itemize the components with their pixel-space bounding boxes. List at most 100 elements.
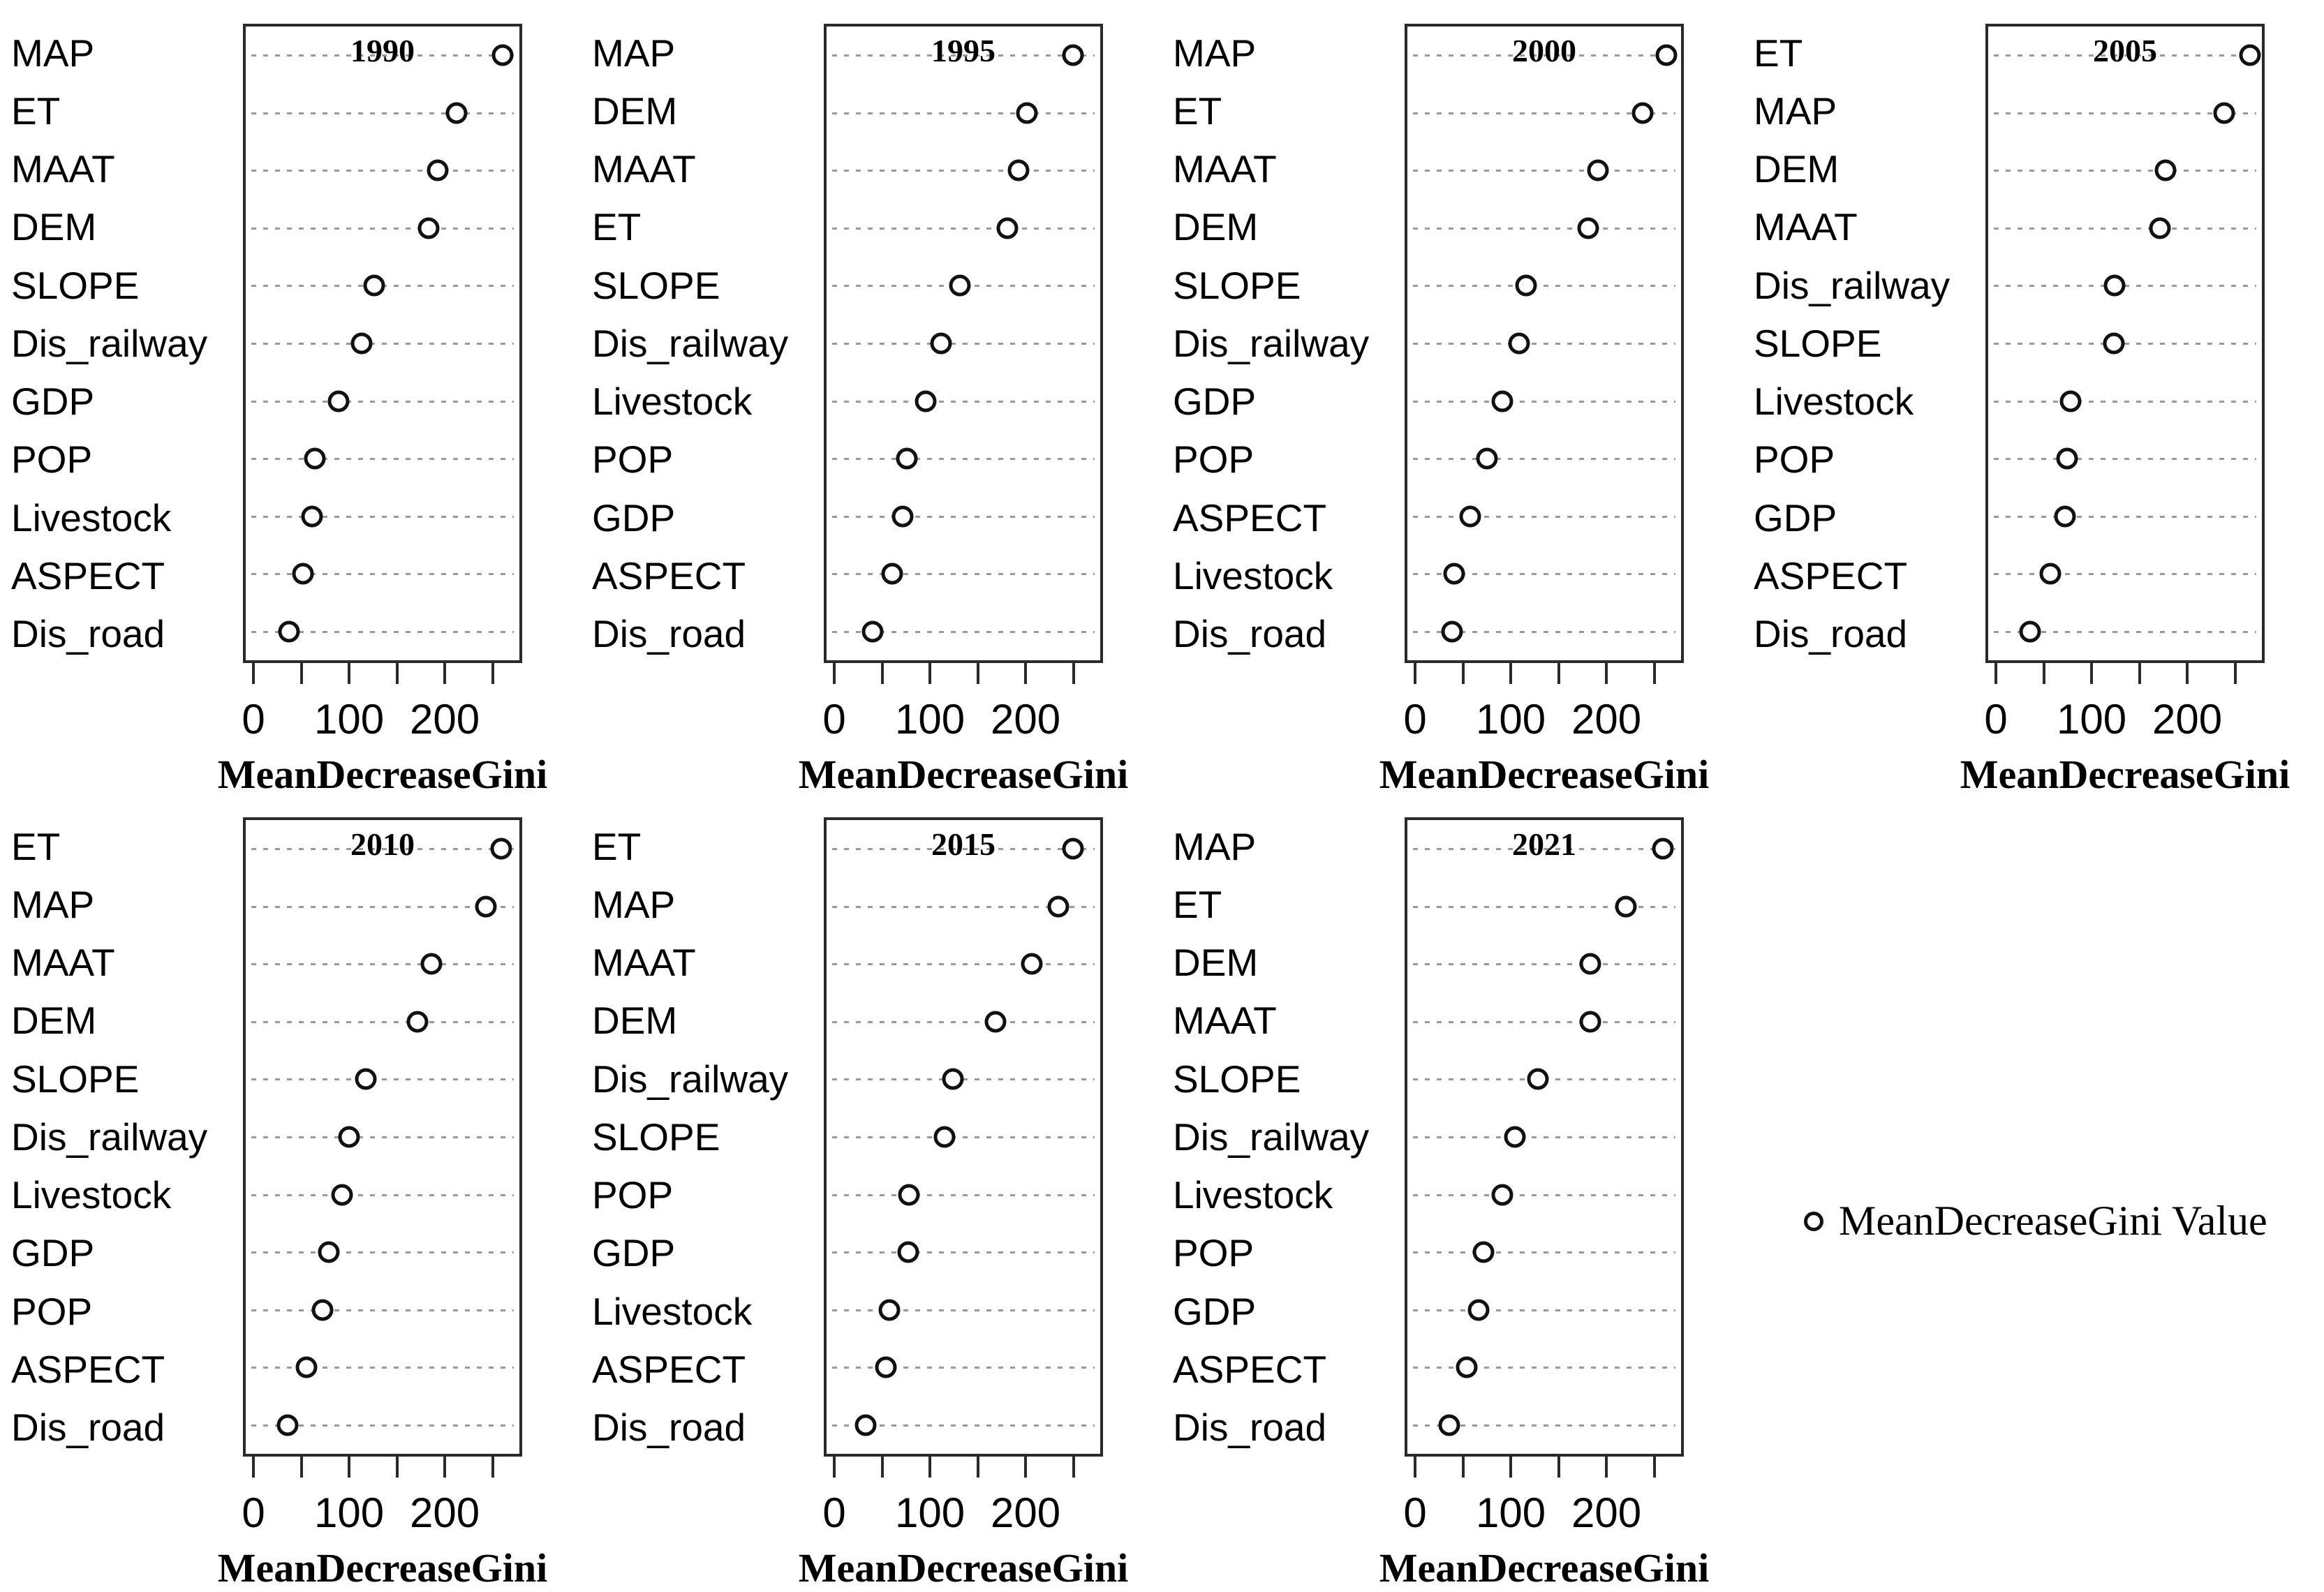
x-axis-tick	[1652, 663, 1656, 684]
y-axis-label: Dis_road	[11, 1406, 165, 1450]
y-axis-label: Livestock	[1173, 1173, 1333, 1217]
data-row	[827, 993, 1100, 1051]
x-axis-title: MeanDecreaseGini	[798, 752, 1129, 797]
data-row	[827, 878, 1100, 936]
data-point	[331, 1184, 353, 1206]
data-point	[896, 447, 918, 470]
data-point	[1631, 102, 1654, 124]
data-point	[491, 44, 514, 66]
data-point	[338, 1126, 360, 1148]
x-axis-tick-label: 100	[313, 1489, 385, 1536]
data-row	[246, 84, 519, 142]
data-row	[827, 257, 1100, 315]
plot-column: 2015 0 100 200 MeanDecreaseGini	[799, 817, 1128, 1591]
data-row	[1988, 545, 2262, 603]
plot-area: 1990	[243, 24, 522, 663]
x-axis-tick-label: 100	[313, 696, 385, 743]
data-row	[246, 430, 519, 488]
panel-2021: MAP ET DEM MAAT SLOPE Dis_railway Livestock POP…	[1162, 817, 1742, 1591]
y-axis-label: MAP	[11, 31, 95, 75]
x-axis-tick-label: 100	[2056, 696, 2127, 743]
data-row	[1407, 200, 1681, 258]
y-axis-label: ASPECT	[1173, 496, 1327, 540]
gridline	[251, 1078, 514, 1081]
gridline	[251, 227, 514, 230]
data-row	[246, 993, 519, 1051]
data-row	[827, 372, 1100, 430]
y-axis-label: SLOPE	[592, 1115, 720, 1159]
gridline	[1413, 458, 1675, 461]
y-axis-labels: MAP DEM MAAT ET SLOPE Dis_railway Livestock POP…	[581, 24, 824, 663]
data-row	[827, 1108, 1100, 1166]
y-axis-label: POP	[1754, 438, 1835, 482]
panel-year-label: 2005	[2093, 33, 2157, 68]
y-axis-label: Dis_railway	[11, 321, 208, 365]
x-axis-tick	[252, 1457, 256, 1478]
data-point	[2059, 390, 2082, 412]
y-axis-label: POP	[1173, 1231, 1254, 1275]
data-row	[1407, 545, 1681, 603]
data-point	[1615, 895, 1637, 918]
gridline	[1413, 1193, 1675, 1196]
y-axis-label: DEM	[592, 999, 678, 1043]
x-axis-tick-labels: 0 100 200	[242, 1485, 522, 1540]
data-row	[1407, 1108, 1681, 1166]
x-axis-tick-labels: 0 100 200	[1403, 691, 1684, 747]
data-point	[1652, 838, 1674, 860]
data-point	[1472, 1241, 1495, 1263]
data-row	[246, 1339, 519, 1397]
data-point	[878, 1299, 901, 1321]
y-axis-label: DEM	[11, 205, 97, 249]
gridline	[1994, 515, 2256, 518]
x-axis-tick-label: 200	[990, 1489, 1061, 1536]
data-point	[1021, 953, 1043, 975]
gridline	[1994, 573, 2256, 576]
y-axis-label: SLOPE	[1173, 1057, 1301, 1101]
y-axis-label: MAAT	[592, 147, 696, 191]
y-axis-label: GDP	[592, 496, 676, 540]
y-axis-label: ET	[1173, 882, 1222, 926]
y-axis-label: Livestock	[11, 1173, 172, 1217]
y-axis-label: MAP	[1173, 31, 1257, 75]
data-row	[827, 84, 1100, 142]
data-point	[1062, 838, 1084, 860]
gridline	[251, 1367, 514, 1369]
y-axis-label: Dis_railway	[592, 321, 789, 365]
y-axis-label: SLOPE	[1173, 263, 1301, 307]
data-point	[915, 390, 937, 412]
data-row	[827, 200, 1100, 258]
x-axis-tick	[1414, 663, 1417, 684]
panel-year-label: 2010	[350, 826, 415, 862]
data-row	[827, 1396, 1100, 1454]
y-axis-labels: ET MAP MAAT DEM Dis_railway SLOPE POP GDP Livest…	[581, 817, 824, 1457]
gridline	[251, 1193, 514, 1196]
data-row	[827, 430, 1100, 488]
plot-area: 1995	[824, 24, 1103, 663]
x-axis-tick	[1072, 663, 1075, 684]
data-row	[246, 1223, 519, 1281]
data-point	[2213, 102, 2235, 124]
gridline	[1413, 227, 1675, 230]
data-row	[1407, 27, 1681, 84]
x-axis-tick	[395, 663, 399, 684]
data-point	[1007, 159, 1030, 181]
y-axis-label: MAAT	[11, 941, 115, 985]
y-axis-label: Dis_road	[592, 1406, 746, 1450]
x-axis-tick	[348, 663, 351, 684]
y-axis-label: Dis_railway	[592, 1057, 789, 1101]
x-axis-tick-label: 0	[1403, 696, 1427, 743]
data-point	[2239, 44, 2261, 66]
gridline	[832, 112, 1095, 114]
gridline	[832, 400, 1095, 403]
open-circle-icon	[1804, 1211, 1823, 1231]
gridline	[832, 1251, 1095, 1254]
x-axis-title: MeanDecreaseGini	[1960, 752, 2290, 797]
data-row	[1407, 84, 1681, 142]
gridline	[251, 515, 514, 518]
x-axis-tick-label: 100	[1475, 1489, 1546, 1536]
y-axis-label: Livestock	[592, 1289, 753, 1333]
y-axis-label: GDP	[1173, 1289, 1257, 1333]
gridline	[251, 1136, 514, 1138]
gridline	[251, 963, 514, 966]
data-row	[246, 487, 519, 545]
